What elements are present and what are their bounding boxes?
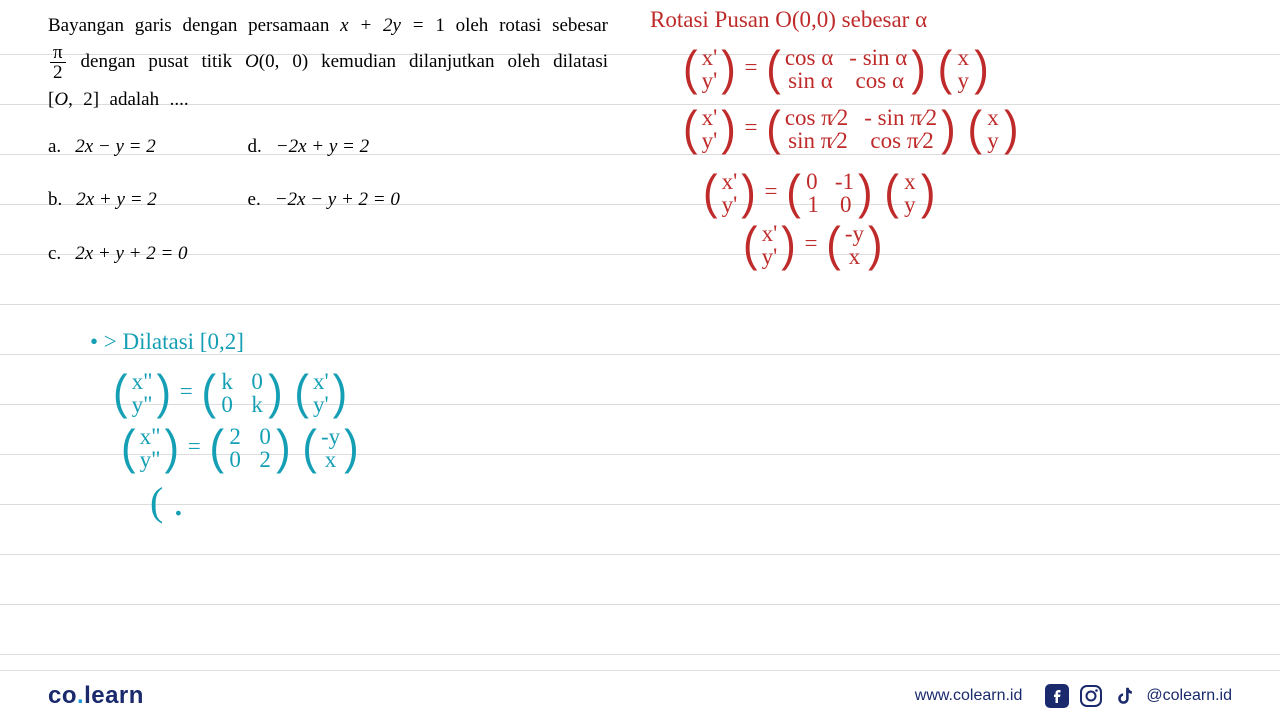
tiktok-icon	[1112, 683, 1138, 709]
problem-line-1: Bayangan garis dengan persamaan	[48, 15, 340, 36]
problem-eq-rhs: 1	[435, 15, 445, 36]
problem-line-5: , 2] adalah ....	[68, 89, 189, 110]
var-O-2: O	[54, 89, 68, 110]
footer-bar: co.learn www.colearn.id @colearn.id	[0, 670, 1280, 720]
cyan-trailing-paren: ( .	[150, 482, 183, 522]
option-c: c.2x + y + 2 = 0	[48, 236, 188, 271]
option-e: e.−2x − y + 2 = 0	[248, 182, 400, 217]
red-equation-line: (x'y') = (-yx)	[740, 222, 886, 268]
red-equation-line: (x'y') = (cos π⁄2- sin π⁄2sin π⁄2cos π⁄2…	[680, 106, 1022, 152]
colearn-logo: co.learn	[48, 682, 144, 710]
footer-right: www.colearn.id @colearn.id	[915, 683, 1232, 709]
cyan-equation-line: (x"y") = (2002) (-yx)	[118, 425, 362, 471]
instagram-icon	[1078, 683, 1104, 709]
fraction-pi-over-2: π 2	[50, 43, 66, 82]
options-col-left: a.2x − y = 2 b.2x + y = 2 c.2x + y + 2 =…	[48, 129, 188, 270]
option-b: b.2x + y = 2	[48, 182, 188, 217]
options-col-right: d.−2x + y = 2 e.−2x − y + 2 = 0	[248, 129, 400, 270]
red-equation-line: (x'y') = (cos α- sin αsin αcos α) (xy)	[680, 46, 992, 92]
problem-eq-lhs: x + 2y =	[340, 15, 424, 36]
options-container: a.2x − y = 2 b.2x + y = 2 c.2x + y + 2 =…	[48, 129, 608, 270]
red-equation-line: (x'y') = (0-110) (xy)	[700, 170, 938, 216]
cyan-title: • > Dilatasi [0,2]	[90, 330, 244, 353]
problem-line-3: dengan pusat titik	[68, 51, 245, 72]
facebook-icon	[1044, 683, 1070, 709]
red-title: Rotasi Pusan O(0,0) sebesar α	[650, 8, 927, 31]
social-handle: @colearn.id	[1146, 687, 1232, 705]
socials-container: @colearn.id	[1044, 683, 1232, 709]
option-a: a.2x − y = 2	[48, 129, 188, 164]
var-O-1: O	[245, 51, 259, 72]
cyan-equation-line: (x"y") = (k00k) (x'y')	[110, 370, 350, 416]
website-text: www.colearn.id	[915, 687, 1023, 705]
problem-statement: Bayangan garis dengan persamaan x + 2y =…	[48, 8, 608, 117]
problem-block: Bayangan garis dengan persamaan x + 2y =…	[48, 8, 608, 271]
option-d: d.−2x + y = 2	[248, 129, 400, 164]
problem-line-2: oleh rotasi sebesar	[445, 15, 608, 36]
